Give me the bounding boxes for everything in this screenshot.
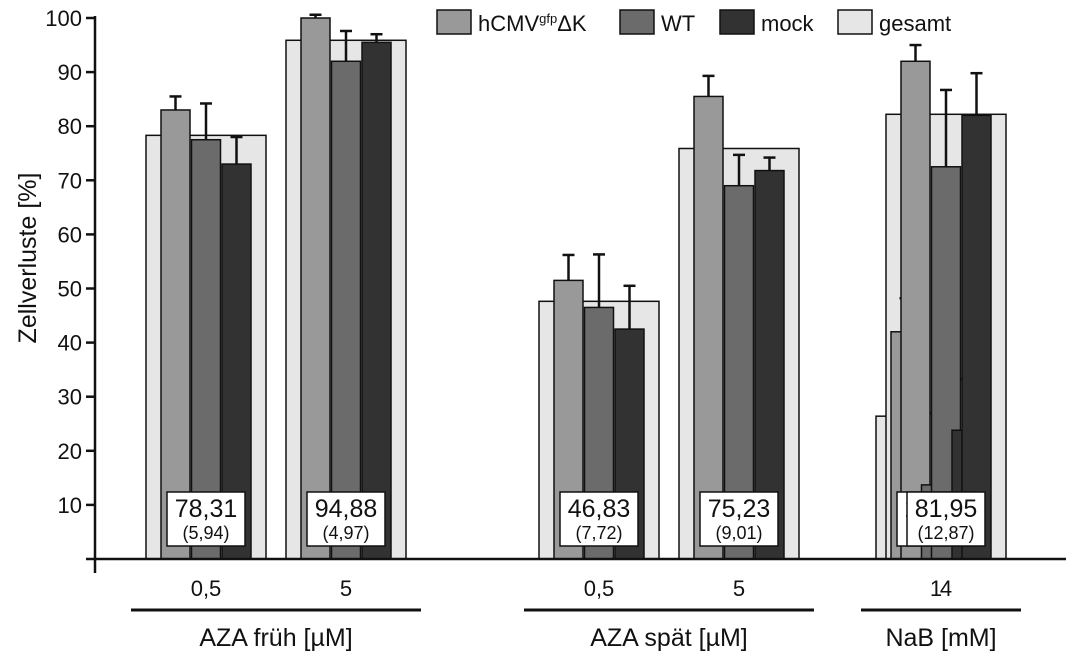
total-box-2 bbox=[559, 491, 639, 547]
bar-series1-3 bbox=[693, 95, 724, 560]
group-label-2: NaB [mM] bbox=[885, 624, 996, 652]
total-value-3: 75,23 bbox=[708, 495, 771, 523]
y-tick-label-90: 90 bbox=[58, 60, 82, 85]
group-label-1: AZA spät [µM] bbox=[590, 624, 748, 652]
bar-series1-1 bbox=[300, 17, 331, 560]
y-tick-label-30: 30 bbox=[58, 385, 82, 410]
total-box-3 bbox=[699, 491, 779, 547]
bar-series3-1 bbox=[361, 41, 392, 560]
group-label-0: AZA früh [µM] bbox=[199, 624, 352, 652]
total-box-5 bbox=[906, 491, 986, 547]
legend-swatch-0 bbox=[837, 9, 873, 35]
x-tick-label-5: 4 bbox=[940, 576, 952, 601]
legend: hCMVgfpΔK WT mock gesamt bbox=[436, 9, 951, 36]
bar-series2-1 bbox=[330, 60, 362, 560]
x-axis: 0,5 5 0,5 5 14 AZA früh [µM] AZA spät [µM] NaB … bbox=[95, 557, 1066, 652]
total-value-2: 46,83 bbox=[568, 495, 631, 523]
legend-label-1: hCMVgfpΔK bbox=[478, 11, 587, 36]
total-sd-0: (5,94) bbox=[182, 523, 229, 543]
total-box-1 bbox=[306, 491, 386, 547]
y-tick-label-70: 70 bbox=[58, 168, 82, 193]
y-tick-label-20: 20 bbox=[58, 439, 82, 464]
y-axis-label: Zellverluste [%] bbox=[14, 173, 42, 344]
x-tick-label-3: 5 bbox=[733, 576, 745, 601]
legend-label-3: mock bbox=[761, 11, 815, 36]
legend-swatch-3 bbox=[719, 9, 755, 35]
total-value-0: 78,31 bbox=[175, 495, 238, 523]
bar-series1-5 bbox=[900, 60, 931, 560]
total-box-0 bbox=[166, 491, 246, 547]
y-tick-label-80: 80 bbox=[58, 114, 82, 139]
total-sd-2: (7,72) bbox=[575, 523, 622, 543]
plot-area: 78,31(5,94) 94,88(4,97) 46,83(7,72) 75,23(9… bbox=[145, 13, 1007, 560]
x-tick-label-0: 0,5 bbox=[191, 576, 222, 601]
legend-swatch-1 bbox=[436, 9, 472, 35]
x-tick-label-1: 5 bbox=[340, 576, 352, 601]
legend-swatch-2 bbox=[619, 9, 655, 35]
x-tick-label-4: 1 bbox=[930, 576, 942, 601]
x-tick-label-2: 0,5 bbox=[584, 576, 615, 601]
y-axis: Zellverluste [%] 10 20 30 40 50 60 70 80 90 100 bbox=[14, 6, 97, 573]
legend-label-0: gesamt bbox=[879, 11, 951, 36]
y-tick-label-50: 50 bbox=[58, 277, 82, 302]
total-value-5: 81,95 bbox=[915, 495, 978, 523]
legend-label-2: WT bbox=[661, 11, 695, 36]
total-sd-3: (9,01) bbox=[715, 523, 762, 543]
y-tick-label-100: 100 bbox=[45, 6, 82, 31]
total-sd-5: (12,87) bbox=[917, 523, 974, 543]
y-tick-label-40: 40 bbox=[58, 331, 82, 356]
bar-series3-5 bbox=[961, 114, 992, 560]
total-sd-1: (4,97) bbox=[322, 523, 369, 543]
total-value-1: 94,88 bbox=[315, 495, 378, 523]
y-tick-label-60: 60 bbox=[58, 222, 82, 247]
y-tick-label-10: 10 bbox=[58, 493, 82, 518]
